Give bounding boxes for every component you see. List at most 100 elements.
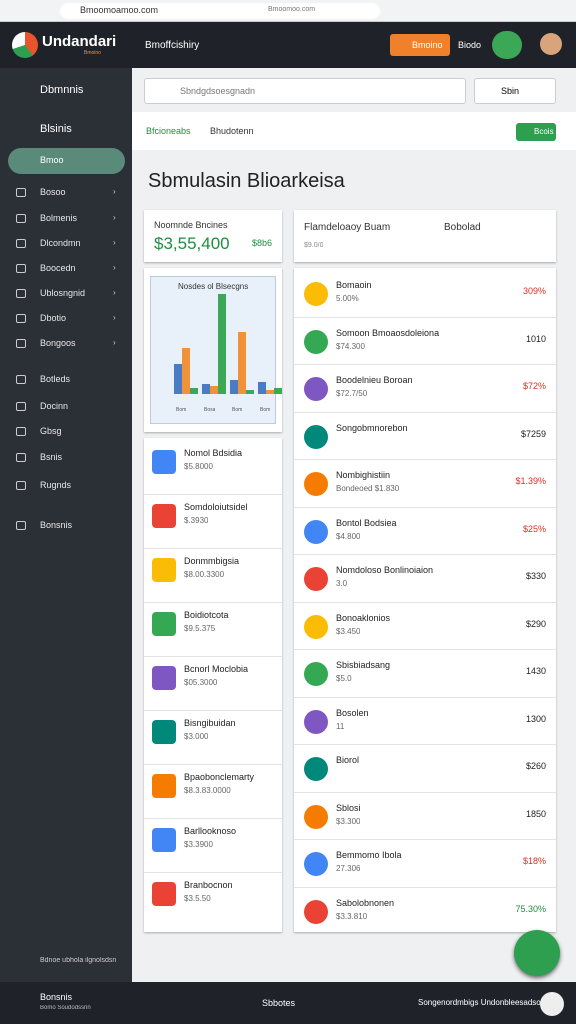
item-value: $72% — [522, 381, 546, 391]
tab[interactable]: Bhudotenn — [210, 126, 254, 136]
chart-category: Bosa — [204, 407, 216, 413]
item-name[interactable]: Bemmomo Ibola — [336, 850, 402, 860]
item-name[interactable]: Songobmnorebon — [336, 422, 408, 433]
item-value: 309% — [522, 286, 546, 296]
item-sub: $74.300 — [336, 341, 365, 351]
item-icon — [152, 666, 176, 690]
item-name[interactable]: Boodelnieu Boroan — [336, 375, 413, 385]
item-name[interactable]: Somoon Bmoaosdoleiona — [336, 327, 440, 338]
app-header — [0, 22, 576, 68]
sidebar-icon — [16, 289, 26, 298]
sidebar-icon — [16, 375, 26, 384]
item-icon — [152, 774, 176, 798]
item-icon — [304, 519, 328, 544]
tab-bar — [132, 112, 576, 150]
divider — [294, 601, 556, 603]
item-icon — [152, 504, 176, 528]
item-name[interactable]: Somdoloiutsidel — [184, 502, 248, 512]
search-button[interactable]: Sbin — [474, 78, 556, 104]
item-name[interactable]: Bcnorl Moclobia — [184, 664, 249, 674]
item-icon — [304, 567, 328, 591]
chevron: › — [113, 263, 116, 272]
divider — [294, 316, 556, 318]
item-value: $8.3.83.0000 — [184, 786, 231, 795]
chevron: › — [113, 238, 116, 247]
item-name[interactable]: Biorol — [336, 755, 360, 765]
bar — [266, 390, 274, 394]
item-sub: $5.0 — [336, 674, 352, 683]
item-name[interactable]: Bonoaklonios — [336, 612, 391, 623]
divider — [144, 710, 282, 711]
item-name[interactable]: Sabolobnonen — [336, 897, 395, 908]
item-icon — [152, 612, 176, 636]
chevron: › — [113, 187, 116, 196]
sidebar-icon — [16, 314, 26, 323]
sidebar-item[interactable]: Botleds — [40, 374, 71, 384]
chevron: › — [113, 288, 116, 297]
item-name[interactable]: Branbocnon — [184, 880, 233, 890]
sidebar-item[interactable]: Dlcondmn — [40, 238, 81, 248]
sidebar-item[interactable]: Ublosngnid — [40, 288, 86, 298]
item-sub: $3.3.810 — [336, 911, 368, 921]
item-sub: 11 — [336, 721, 345, 731]
sidebar-top[interactable]: Dbmnnis — [40, 84, 84, 96]
item-value: $8.00.3300 — [184, 570, 225, 579]
divider — [144, 602, 282, 603]
sidebar-item[interactable]: Gbsg — [40, 426, 62, 436]
item-name[interactable]: Bpaobonclemarty — [184, 772, 255, 782]
item-value: 75.30% — [515, 903, 546, 914]
item-icon — [304, 899, 328, 924]
bottom-center[interactable]: Sbbotes — [262, 998, 296, 1008]
item-value: $7259 — [520, 428, 546, 439]
item-icon — [304, 852, 328, 876]
action-button[interactable]: Bcois — [516, 123, 556, 141]
item-icon — [304, 662, 328, 686]
item-name[interactable]: Sblosi — [336, 802, 361, 813]
item-name[interactable]: Bosolen — [336, 707, 369, 718]
item-sub: 5.00% — [336, 294, 359, 303]
item-icon — [304, 424, 328, 449]
sidebar-item[interactable]: Rugnds — [40, 480, 72, 490]
sidebar — [0, 68, 132, 982]
sidebar-item[interactable]: Dbotio — [40, 313, 67, 323]
chevron: › — [113, 313, 116, 322]
section: Bmoffcishiry — [145, 40, 200, 51]
fab[interactable] — [514, 930, 560, 976]
sidebar-item[interactable]: Bongoos — [40, 338, 76, 348]
sidebar-active[interactable]: Bmoo — [8, 148, 125, 174]
divider — [294, 649, 556, 650]
item-icon — [304, 282, 328, 306]
sidebar-item[interactable]: Bonsnis — [40, 520, 73, 530]
item-name[interactable]: Nomdoloso Bonlinoiaion — [336, 565, 434, 575]
sidebar-item[interactable]: Bosoo — [40, 187, 66, 197]
item-icon — [152, 558, 176, 582]
item-name[interactable]: Bomaoin — [336, 280, 372, 290]
item-name[interactable]: Bisngibuidan — [184, 718, 236, 728]
bar — [246, 390, 254, 394]
item-name[interactable]: Donmmbigsia — [184, 556, 240, 566]
item-sub: $3.450 — [336, 626, 361, 636]
sidebar-item[interactable]: Docinn — [40, 401, 69, 411]
sidebar-icon — [16, 188, 26, 197]
page-title: Sbmulasin Blioarkeisa — [148, 170, 345, 192]
card — [294, 210, 556, 262]
sidebar-item[interactable]: Boocedn — [40, 263, 76, 273]
item-name[interactable]: Nombighistiin — [336, 470, 391, 480]
sidebar-icon — [16, 427, 26, 436]
sidebar-item[interactable]: Bolmenis — [40, 213, 78, 223]
item-sub: $72.7/50 — [336, 389, 368, 398]
sidebar-group[interactable]: Blsinis — [40, 123, 72, 135]
header-button[interactable]: Bmoino — [390, 34, 450, 56]
search-field[interactable] — [144, 78, 466, 104]
item-name[interactable]: Bontol Bodsiea — [336, 517, 397, 528]
sidebar-item[interactable]: Bsnis — [40, 452, 63, 462]
summary-delta: $8b6 — [252, 238, 273, 248]
tab[interactable]: Bfcioneabs — [146, 126, 191, 136]
divider — [144, 872, 282, 873]
item-name[interactable]: Nomol Bdsidia — [184, 448, 243, 458]
item-name[interactable]: Boidiotcota — [184, 610, 229, 620]
item-icon — [304, 329, 328, 354]
item-name[interactable]: Barllooknoso — [184, 826, 237, 836]
item-name[interactable]: Sbisbiadsang — [336, 660, 391, 670]
item-icon — [304, 472, 328, 496]
